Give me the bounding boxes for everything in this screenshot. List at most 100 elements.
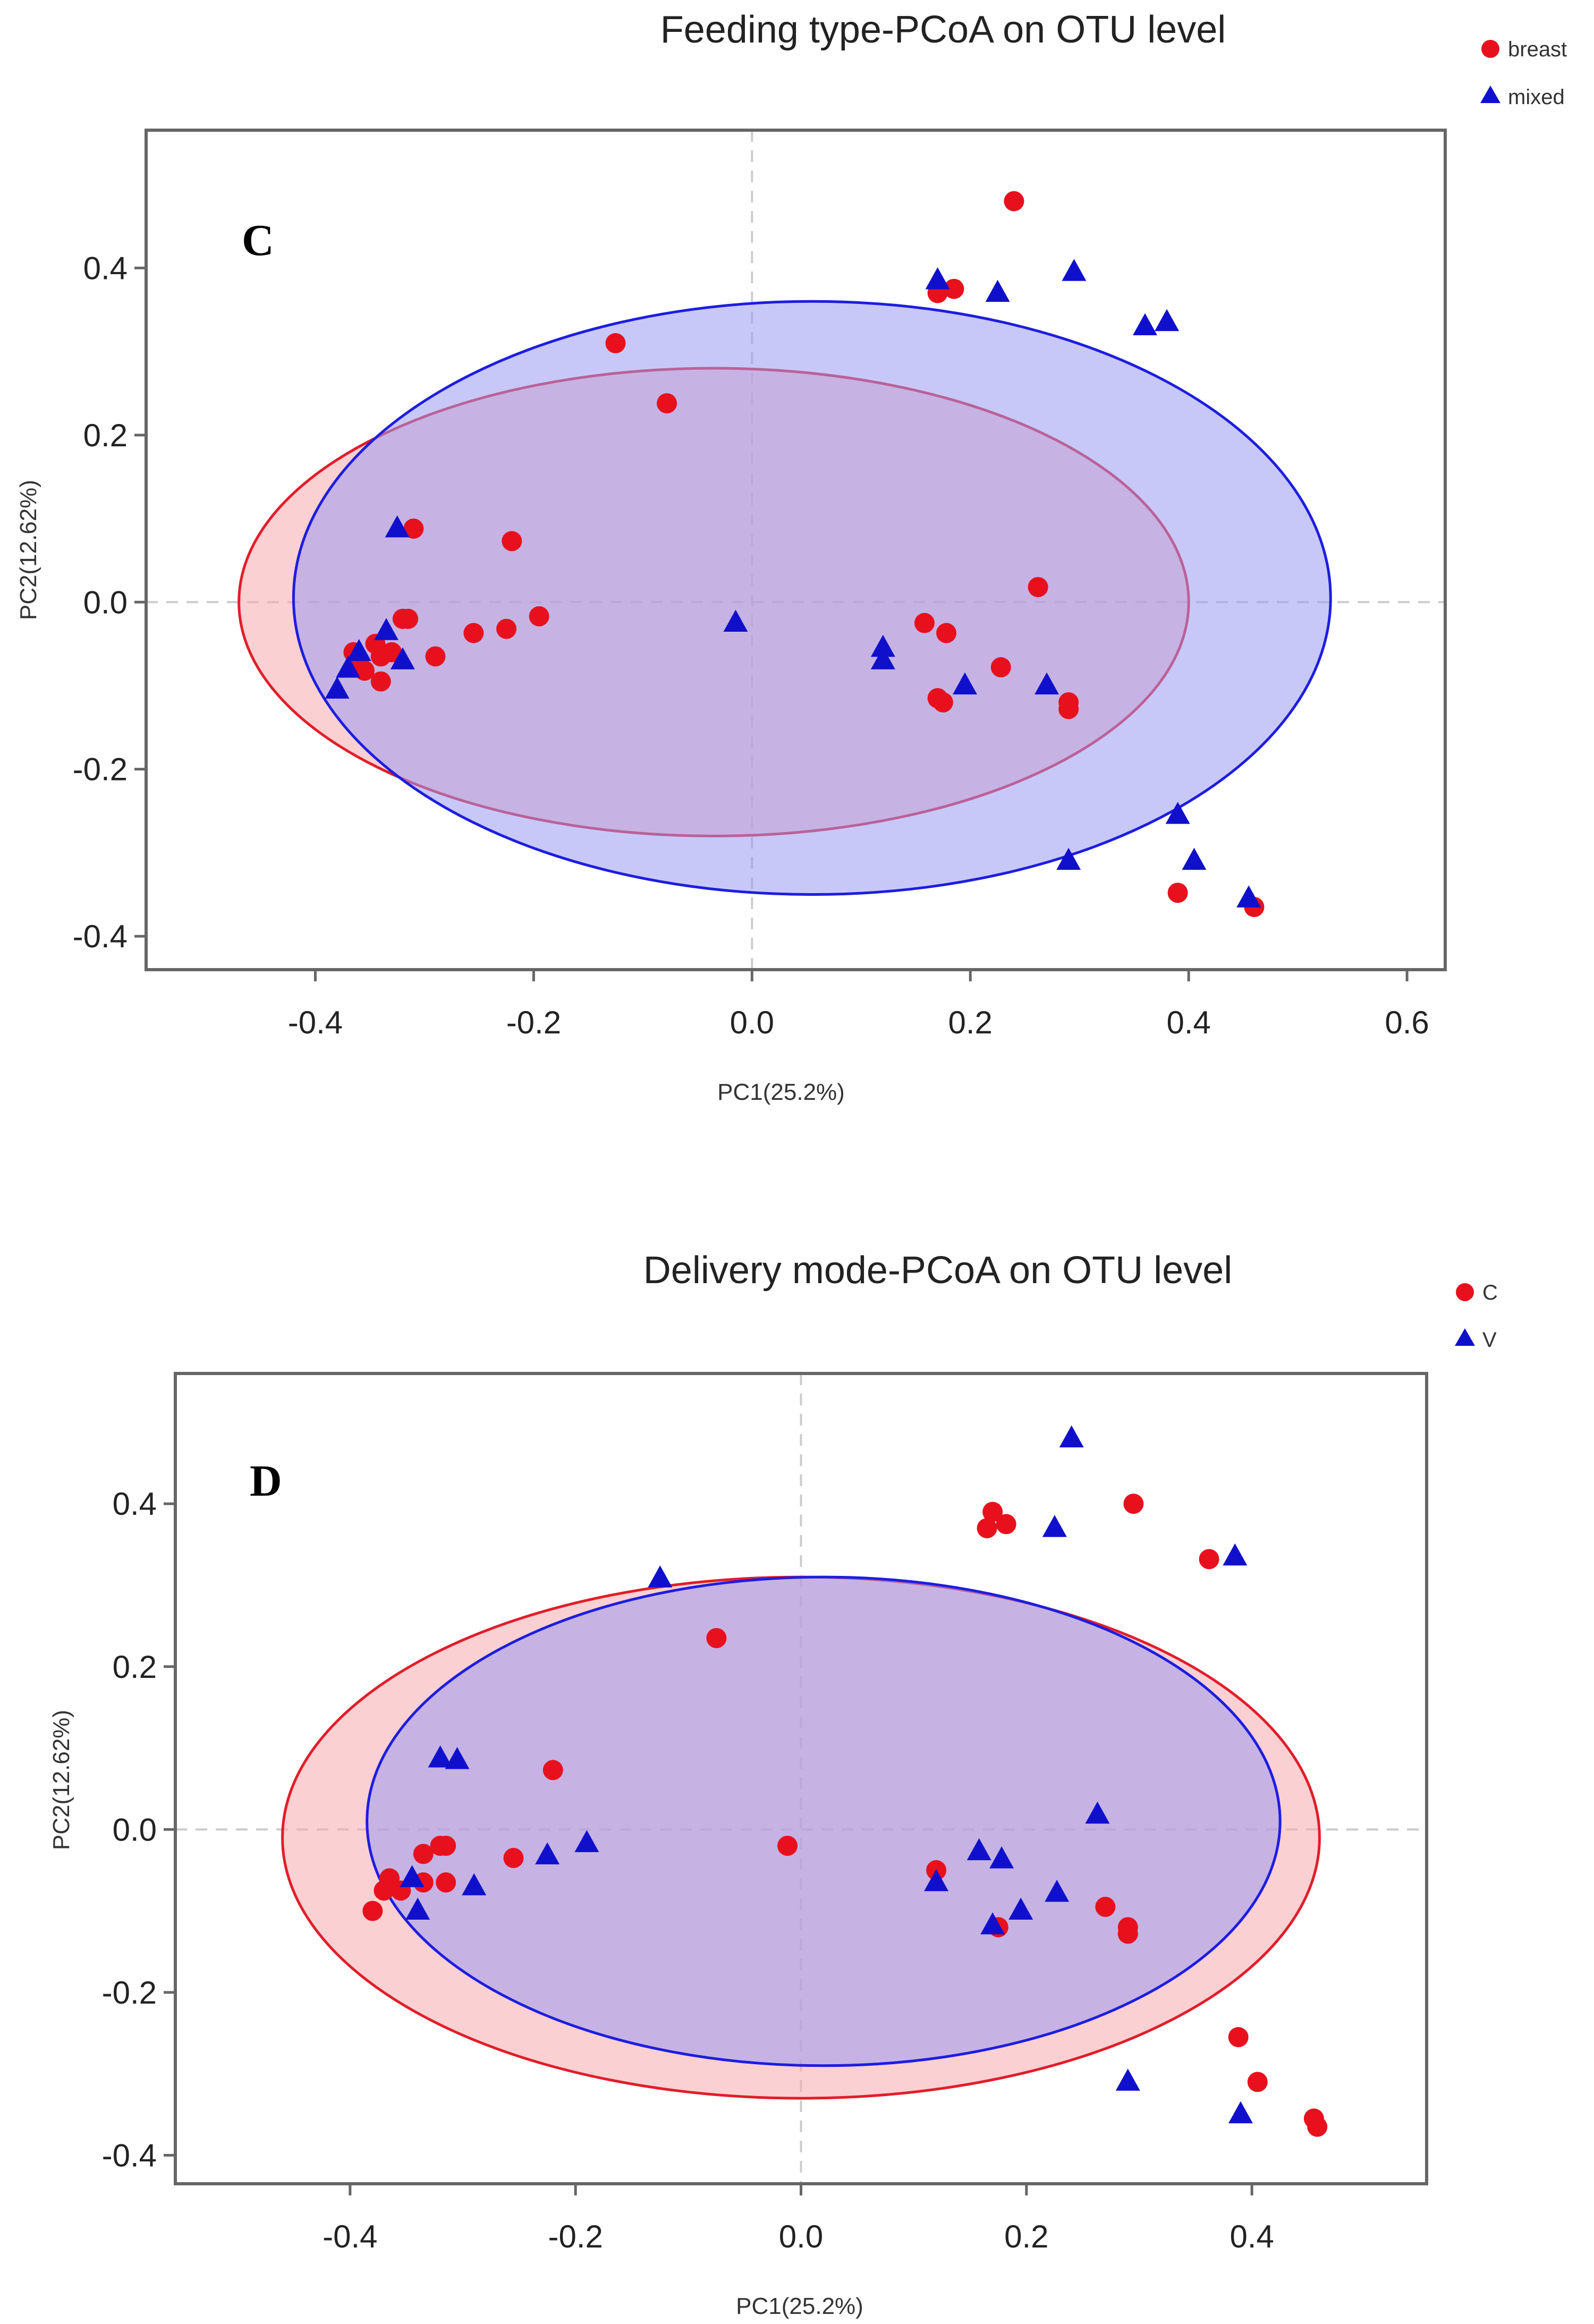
y-tick-label: 0.4 [83,250,128,286]
y-tick-label: -0.4 [102,2138,157,2173]
legend-marker-circle [1481,40,1499,58]
data-point-v [535,1842,560,1864]
x-tick-label: -0.4 [288,1005,343,1040]
data-point-mixed [1035,672,1059,694]
data-point-v [1223,1543,1248,1566]
plot-frame [145,129,1447,971]
x-tick-label: 0.4 [1166,1005,1210,1040]
data-point-breast [932,692,953,713]
data-point-breast [529,606,549,626]
legend-marker-triangle [1455,1328,1475,1346]
data-point-v [1045,1879,1070,1902]
data-point-breast [354,660,375,681]
data-point-mixed [1236,885,1261,907]
data-point-mixed [925,267,950,290]
data-point-breast [502,531,522,552]
y-tick-label: -0.4 [73,919,128,954]
legend-marker-triangle [1480,86,1500,103]
y-axis-label: PC2(12.62%) [15,480,41,620]
data-point-breast [1028,576,1048,597]
data-point-mixed [723,609,748,632]
data-point-mixed [325,676,350,699]
data-point-v [574,1830,599,1852]
data-point-v [980,1912,1005,1935]
data-point-c [1117,1923,1138,1944]
data-point-v [989,1846,1014,1869]
y-tick-label: -0.2 [73,752,128,787]
x-tick-label: 0.2 [948,1005,993,1040]
data-point-mixed [390,647,415,669]
chart-delivery-mode: Delivery mode-PCoA on OTU level C V -0.4… [48,1249,1498,2319]
data-point-mixed [1132,313,1157,335]
data-point-breast [425,646,446,667]
data-point-mixed [1062,259,1087,281]
data-point-v [400,1865,425,1887]
data-point-v [966,1838,991,1861]
data-point-c [977,1518,997,1539]
data-point-v [462,1873,487,1896]
x-tick-label: 0.0 [730,1005,774,1040]
panel-label: C [242,216,274,265]
data-point-mixed [1056,847,1081,870]
data-point-breast [398,608,419,629]
x-tick-label: -0.4 [323,2219,377,2254]
data-point-c [1228,2027,1249,2048]
legend-marker-circle [1456,1283,1474,1301]
y-tick-label: 0.4 [113,1486,157,1522]
data-point-mixed [870,634,895,657]
data-point-mixed [1155,309,1180,332]
legend: breast mixed [1480,38,1567,109]
data-point-c [777,1835,798,1856]
data-point-v [924,1869,949,1892]
data-point-breast [1167,883,1188,903]
data-point-breast [990,657,1011,677]
data-point-mixed [952,672,977,694]
data-point-breast [944,278,964,299]
data-point-v [1008,1897,1033,1920]
data-point-breast [1004,191,1024,211]
chart-title: Delivery mode-PCoA on OTU level [643,1249,1232,1292]
data-point-breast [381,642,402,663]
data-point-breast [605,333,626,353]
data-point-mixed [985,279,1010,302]
data-point-v [1042,1515,1067,1537]
data-point-c [1095,1896,1116,1917]
data-point-mixed [346,639,371,661]
confidence-ellipse-mixed [292,300,1332,896]
chart-feeding-type: Feeding type-PCoA on OTU level breast mi… [15,9,1567,1105]
data-point-c [362,1901,383,1921]
data-point-v [1085,1801,1110,1824]
data-point-v [428,1745,453,1768]
x-tick-label: -0.2 [506,1005,561,1040]
data-point-breast [936,623,957,643]
y-axis-label: PC2(12.62%) [48,1710,74,1850]
y-tick-label: 0.2 [83,418,128,453]
x-tick-label: 0.0 [779,2219,823,2254]
legend-label: breast [1508,38,1567,61]
data-point-c [1199,1549,1219,1570]
data-point-mixed [385,515,410,538]
data-point-c [1307,2116,1328,2137]
data-point-v [445,1747,470,1769]
data-point-breast [403,518,424,539]
data-point-c [542,1760,563,1780]
data-point-v [1115,2068,1140,2091]
data-point-breast [1058,699,1079,719]
data-point-v [405,1897,430,1920]
data-point-c [1123,1494,1144,1514]
data-point-v [1228,2101,1253,2124]
legend-label: mixed [1508,86,1565,109]
y-tick-label: 0.0 [83,584,128,620]
x-axis-label: PC1(25.2%) [717,1079,845,1105]
data-point-c [996,1514,1016,1534]
data-point-mixed [336,656,361,678]
data-point-mixed [374,618,399,640]
y-tick-label: 0.0 [113,1812,157,1847]
data-point-mixed [1182,847,1207,870]
legend-label: V [1482,1328,1497,1352]
panel-label: D [250,1456,282,1506]
data-point-c [1247,2072,1268,2092]
data-point-c [436,1835,456,1856]
data-point-breast [496,618,517,639]
